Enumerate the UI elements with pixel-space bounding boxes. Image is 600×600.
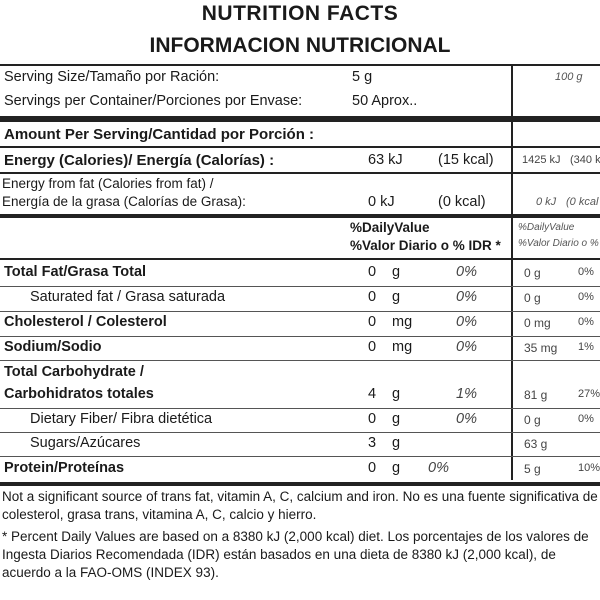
- dv-header-100-line2: %Valor Diario o % IDR *: [518, 238, 600, 249]
- energy-kj-100: 1425 kJ: [522, 154, 561, 166]
- nutrient-label: Dietary Fiber/ Fibra dietética: [30, 411, 213, 427]
- column-divider: [511, 65, 513, 480]
- nutrient-daily-value-100g: 1%: [578, 341, 594, 353]
- footer-note-trans-fat: Not a significant source of trans fat, v…: [2, 489, 598, 522]
- nutrient-daily-value-100g: 0%: [578, 316, 594, 328]
- nutrient-amount: 0: [368, 289, 377, 305]
- nutrient-label: Cholesterol / Colesterol: [4, 314, 167, 330]
- nutrient-unit: g: [392, 411, 401, 427]
- thick-divider: [0, 214, 600, 218]
- serving-size-label: Serving Size/Tamaño por Ración:: [4, 69, 220, 85]
- nutrient-unit: g: [392, 460, 401, 476]
- nutrient-label: Total Fat/Grasa Total: [4, 264, 147, 280]
- nutrient-amount: 0: [368, 460, 377, 476]
- nutrient-daily-value-100g: 0%: [578, 413, 594, 425]
- row-divider: [0, 336, 600, 337]
- thick-divider: [0, 482, 600, 486]
- nutrient-daily-value-100g: 27%: [578, 388, 600, 400]
- energy-kcal: (15 kcal): [438, 152, 494, 168]
- row-divider: [0, 456, 600, 457]
- nutrient-amount: 0: [368, 314, 377, 330]
- title-spanish: INFORMACION NUTRICIONAL: [149, 34, 451, 57]
- footer-note-daily-values: * Percent Daily Values are based on a 83…: [2, 529, 589, 580]
- servings-per-container-value: 50 Aprox..: [352, 93, 418, 109]
- nutrient-amount-100g: 0 g: [524, 266, 541, 280]
- dv-header-line2: %Valor Diario o % IDR *: [350, 238, 501, 253]
- nutrient-amount: 3: [368, 435, 377, 451]
- footer-notes: Not a significant source of trans fat, v…: [2, 488, 598, 582]
- divider: [0, 258, 600, 260]
- nutrient-amount: 4: [368, 386, 377, 402]
- nutrient-label: Sodium/Sodio: [4, 339, 102, 355]
- servings-per-container-label: Servings per Container/Porciones por Env…: [4, 93, 303, 109]
- nutrient-label: Carbohidratos totales: [4, 386, 154, 402]
- thick-divider: [0, 116, 600, 122]
- nutrient-daily-value: 1%: [456, 386, 477, 402]
- nutrient-amount-100g: 63 g: [524, 437, 548, 451]
- energy-fat-kj: 0 kJ: [368, 194, 395, 210]
- row-divider: [0, 286, 600, 287]
- nutrient-daily-value: 0%: [428, 460, 449, 476]
- nutrient-unit: mg: [392, 339, 413, 355]
- row-divider: [0, 432, 600, 433]
- nutrient-amount-100g: 0 mg: [524, 316, 551, 330]
- nutrient-amount-100g: 5 g: [524, 462, 541, 476]
- divider: [0, 172, 600, 174]
- row-divider: [0, 311, 600, 312]
- nutrient-daily-value: 0%: [456, 289, 477, 305]
- nutrient-daily-value-100g: 0%: [578, 266, 594, 278]
- energy-kcal-100: (340 kc: [570, 154, 600, 166]
- amount-per-serving-header: Amount Per Serving/Cantidad por Porción …: [4, 126, 315, 143]
- energy-label: Energy (Calories)/ Energía (Calorías) :: [4, 152, 275, 169]
- energy-kj: 63 kJ: [368, 152, 403, 168]
- nutrient-amount: 0: [368, 264, 377, 280]
- energy-fat-label-line2: Energía de la grasa (Calorías de Grasa):: [2, 194, 246, 209]
- serving-size-value: 5 g: [352, 69, 373, 85]
- nutrient-label-line1: Total Carbohydrate /: [4, 364, 144, 380]
- divider: [0, 64, 600, 66]
- divider: [0, 146, 600, 148]
- nutrient-daily-value-100g: 10%: [578, 462, 600, 474]
- dv-header-100-line1: %DailyValue: [518, 222, 575, 233]
- energy-fat-kcal: (0 kcal): [438, 194, 486, 210]
- nutrient-daily-value: 0%: [456, 339, 477, 355]
- nutrient-unit: g: [392, 386, 401, 402]
- nutrient-label: Saturated fat / Grasa saturada: [30, 289, 226, 305]
- nutrient-amount-100g: 0 g: [524, 291, 541, 305]
- nutrient-unit: g: [392, 435, 401, 451]
- row-divider: [0, 408, 600, 409]
- nutrient-amount-100g: 35 mg: [524, 341, 558, 355]
- energy-fat-kj-100: 0 kJ: [536, 196, 557, 208]
- dv-header-line1: %DailyValue: [350, 220, 430, 235]
- nutrient-amount: 0: [368, 411, 377, 427]
- nutrient-label: Sugars/Azúcares: [30, 435, 141, 451]
- nutrient-daily-value: 0%: [456, 314, 477, 330]
- nutrient-daily-value: 0%: [456, 264, 477, 280]
- nutrient-unit: g: [392, 264, 401, 280]
- nutrient-amount: 0: [368, 339, 377, 355]
- nutrient-amount-100g: 0 g: [524, 413, 541, 427]
- nutrient-label: Protein/Proteínas: [4, 460, 125, 476]
- nutrient-daily-value-100g: 0%: [578, 291, 594, 303]
- title-english: NUTRITION FACTS: [201, 2, 399, 25]
- nutrient-daily-value: 0%: [456, 411, 477, 427]
- energy-fat-kcal-100: (0 kcal: [566, 196, 599, 208]
- nutrient-unit: mg: [392, 314, 413, 330]
- row-divider: [0, 360, 600, 361]
- nutrient-amount-100g: 81 g: [524, 388, 548, 402]
- serving-size-100-value: 100 g: [555, 71, 583, 83]
- energy-fat-label-line1: Energy from fat (Calories from fat) /: [2, 176, 214, 191]
- nutrient-unit: g: [392, 289, 401, 305]
